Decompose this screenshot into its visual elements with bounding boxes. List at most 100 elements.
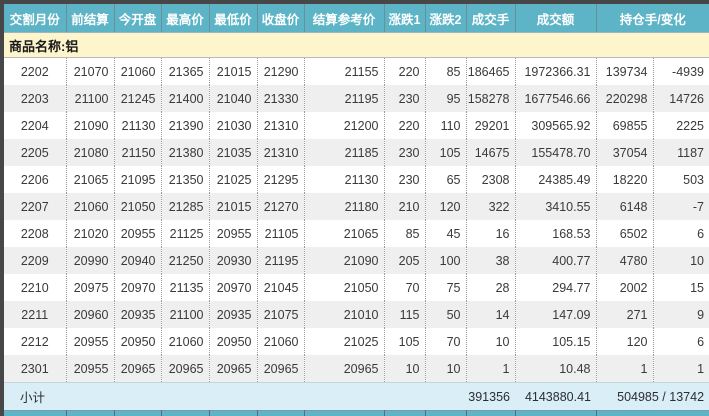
month-cell: 2206	[4, 166, 67, 193]
column-header-high: 最高价	[161, 4, 210, 33]
value-cell: 21075	[257, 301, 305, 328]
value-cell: 14726	[653, 85, 709, 112]
value-cell: 230	[384, 166, 426, 193]
strip-cell	[425, 410, 467, 416]
column-header-low: 最低价	[209, 4, 258, 33]
value-cell: 21285	[161, 193, 210, 220]
table-row-2210: 2210 20975 20970 21135 20970 21045 21050 70 75 28…	[4, 274, 709, 301]
month-cell: 2212	[4, 328, 67, 355]
strip-cell	[4, 410, 67, 416]
value-cell: 21330	[257, 85, 305, 112]
value-cell: 38	[466, 247, 516, 274]
strip-cell	[257, 410, 305, 416]
value-cell: 21310	[257, 139, 305, 166]
value-cell: 1187	[653, 139, 709, 166]
value-cell: 21250	[161, 247, 210, 274]
column-header-close: 收盘价	[257, 4, 305, 33]
value-cell: 21295	[257, 166, 305, 193]
value-cell: 139734	[596, 57, 654, 85]
column-header-turnover: 成交额	[515, 4, 597, 33]
value-cell: 85	[384, 220, 426, 247]
value-cell: 21035	[209, 139, 258, 166]
value-cell: 18220	[596, 166, 654, 193]
table-body: 2202 21070 21060 21365 21015 21290 21155 220 85 1…	[4, 57, 709, 383]
value-cell: 6	[653, 328, 709, 355]
value-cell: 220298	[596, 85, 654, 112]
strip-cell	[209, 410, 258, 416]
value-cell: 21195	[304, 85, 385, 112]
value-cell: 6502	[596, 220, 654, 247]
value-cell: 4780	[596, 247, 654, 274]
value-cell: 21290	[257, 57, 305, 85]
value-cell: 15	[653, 274, 709, 301]
value-cell: 294.77	[515, 274, 597, 301]
futures-quote-table: 交割月份 前结算 今开盘 最高价 最低价 收盘价 结算参考价 涨跌1 涨跌2 成交手 成交额 持仓手/…	[4, 4, 709, 416]
value-cell: 21060	[257, 328, 305, 355]
column-header-oi_change: 持仓手/变化	[596, 4, 709, 33]
value-cell: 20935	[209, 301, 258, 328]
value-cell: 21130	[304, 166, 385, 193]
table-row-2209: 2209 20990 20940 21250 20930 21195 21090 205 100…	[4, 247, 709, 274]
product-name-row: 商品名称:铝	[4, 32, 709, 58]
value-cell: 220	[384, 112, 426, 139]
value-cell: 186465	[466, 57, 516, 85]
value-cell: 70	[425, 328, 467, 355]
value-cell: 322	[466, 193, 516, 220]
value-cell: 21245	[114, 85, 162, 112]
value-cell: 21020	[66, 220, 115, 247]
value-cell: 21060	[161, 328, 210, 355]
month-cell: 2211	[4, 301, 67, 328]
value-cell: 21200	[304, 112, 385, 139]
value-cell: 21060	[66, 193, 115, 220]
value-cell: 21045	[257, 274, 305, 301]
value-cell: 2225	[653, 112, 709, 139]
value-cell: 21365	[161, 57, 210, 85]
value-cell: 105.15	[515, 328, 597, 355]
value-cell: 21135	[161, 274, 210, 301]
value-cell: 21050	[304, 274, 385, 301]
value-cell: 14	[466, 301, 516, 328]
value-cell: 21010	[304, 301, 385, 328]
value-cell: 21050	[114, 193, 162, 220]
product-name-label: 商品名称:铝	[4, 32, 709, 58]
month-cell: 2301	[4, 355, 67, 383]
value-cell: 20975	[66, 274, 115, 301]
value-cell: 21310	[257, 112, 305, 139]
value-cell: 21195	[257, 247, 305, 274]
value-cell: 21065	[304, 220, 385, 247]
value-cell: 20955	[114, 220, 162, 247]
value-cell: 24385.49	[515, 166, 597, 193]
value-cell: 21350	[161, 166, 210, 193]
value-cell: 210	[384, 193, 426, 220]
value-cell: 9	[653, 301, 709, 328]
value-cell: 45	[425, 220, 467, 247]
table-row-2202: 2202 21070 21060 21365 21015 21290 21155 220 85 1…	[4, 57, 709, 85]
value-cell: 20965	[304, 355, 385, 383]
subtotal-row: 小计 391356 4143880.41 504985 / 13742	[4, 382, 709, 411]
table-row-2203: 2203 21100 21245 21400 21040 21330 21195 230 95 1…	[4, 85, 709, 112]
value-cell: 20970	[114, 274, 162, 301]
value-cell: 29201	[466, 112, 516, 139]
value-cell: 1	[466, 355, 516, 383]
column-header-change1: 涨跌1	[384, 4, 426, 33]
value-cell: 10	[653, 247, 709, 274]
value-cell: 168.53	[515, 220, 597, 247]
value-cell: 105	[425, 139, 467, 166]
value-cell: 28	[466, 274, 516, 301]
table-row-2206: 2206 21065 21095 21350 21025 21295 21130 230 65 2…	[4, 166, 709, 193]
value-cell: 230	[384, 139, 426, 166]
value-cell: 158278	[466, 85, 516, 112]
value-cell: 21150	[114, 139, 162, 166]
value-cell: 21125	[161, 220, 210, 247]
subtotal-oi-change: 504985 / 13742	[596, 382, 709, 411]
value-cell: 205	[384, 247, 426, 274]
value-cell: 100	[425, 247, 467, 274]
value-cell: 2308	[466, 166, 516, 193]
month-cell: 2203	[4, 85, 67, 112]
value-cell: 20965	[114, 355, 162, 383]
table-row-2301: 2301 20955 20965 20965 20965 20965 20965 10 10 1 1…	[4, 355, 709, 383]
value-cell: 115	[384, 301, 426, 328]
column-header-change2: 涨跌2	[425, 4, 467, 33]
value-cell: 21100	[161, 301, 210, 328]
